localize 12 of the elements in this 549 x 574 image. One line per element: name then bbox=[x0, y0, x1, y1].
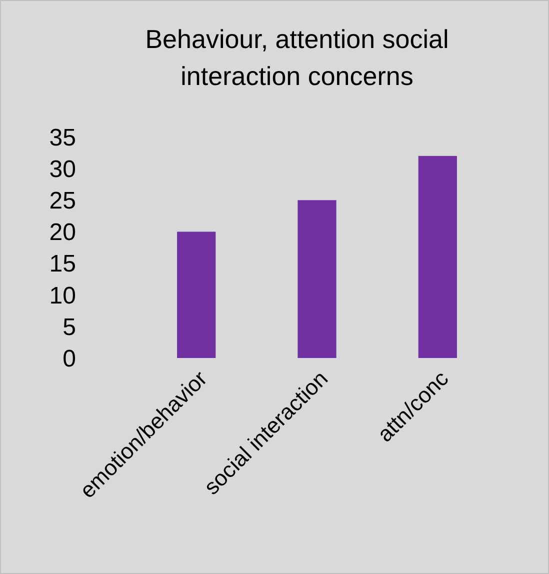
bar bbox=[418, 156, 457, 358]
y-tick-label: 30 bbox=[49, 156, 76, 183]
bar bbox=[177, 232, 216, 358]
y-tick-label: 5 bbox=[62, 314, 76, 341]
y-tick-label: 10 bbox=[49, 282, 76, 310]
chart-title: Behaviour, attention social interaction concerns bbox=[145, 24, 449, 91]
y-tick-label: 35 bbox=[49, 124, 76, 152]
bar bbox=[298, 200, 336, 358]
y-tick-label: 25 bbox=[49, 188, 76, 215]
y-tick-label: 20 bbox=[49, 219, 76, 246]
y-tick-label: 15 bbox=[49, 250, 76, 278]
y-tick-label: 0 bbox=[62, 345, 76, 372]
